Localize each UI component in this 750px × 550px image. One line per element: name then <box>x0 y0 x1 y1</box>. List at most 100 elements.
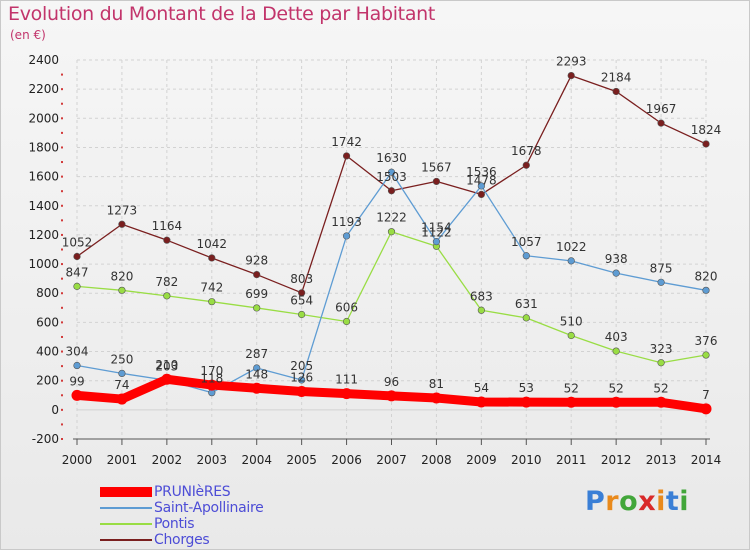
data-point <box>657 278 665 286</box>
data-point <box>73 282 81 290</box>
data-label: 1630 <box>376 151 407 165</box>
data-label: 203 <box>155 359 178 373</box>
data-point <box>475 396 487 408</box>
x-tick-label: 2008 <box>421 453 452 467</box>
x-tick-label: 2009 <box>466 453 497 467</box>
data-label: 376 <box>695 334 718 348</box>
data-point <box>567 71 575 80</box>
data-point <box>71 389 83 401</box>
y-minor-tick <box>61 219 63 222</box>
data-label: 74 <box>114 378 129 392</box>
data-point <box>477 190 485 198</box>
data-label: 1154 <box>421 221 452 235</box>
y-tick-label: -200 <box>32 432 59 446</box>
data-point <box>610 396 622 408</box>
legend-label: Chorges <box>154 532 210 548</box>
data-point <box>298 376 306 384</box>
data-point <box>386 390 397 402</box>
data-point <box>163 292 171 300</box>
data-point <box>253 270 261 279</box>
y-tick-label: 2400 <box>28 53 59 67</box>
data-label: 323 <box>650 342 673 356</box>
data-point <box>655 396 667 408</box>
data-point <box>567 257 575 265</box>
data-label: 1057 <box>511 235 542 249</box>
data-point <box>208 254 216 262</box>
y-minor-tick <box>61 161 63 164</box>
data-label: 96 <box>384 375 399 389</box>
data-point <box>612 87 620 96</box>
data-point <box>477 182 485 190</box>
y-tick-label: 2200 <box>28 82 59 96</box>
brand-letter: t <box>665 486 680 517</box>
data-point <box>522 161 530 169</box>
data-label: 1478 <box>466 173 497 187</box>
brand-letter: i <box>679 486 690 517</box>
y-minor-tick <box>61 117 63 120</box>
x-tick-label: 2012 <box>601 453 632 467</box>
y-minor-tick <box>61 88 63 91</box>
data-label: 205 <box>290 359 313 373</box>
y-minor-tick <box>61 292 63 295</box>
data-point <box>567 331 575 340</box>
data-label: 118 <box>200 372 223 386</box>
x-tick-label: 2003 <box>197 453 228 467</box>
data-point <box>118 369 126 378</box>
legend-swatch <box>100 507 152 509</box>
y-tick-label: 200 <box>36 374 59 388</box>
data-point <box>253 304 261 312</box>
data-label: 1824 <box>691 123 722 137</box>
chart-title: Evolution du Montant de la Dette par Hab… <box>8 3 436 25</box>
data-point <box>702 286 710 294</box>
legend-swatch <box>100 487 152 497</box>
data-label: 52 <box>653 381 668 395</box>
brand-logo: Proxiti <box>585 486 689 517</box>
data-label: 403 <box>605 330 628 344</box>
y-minor-tick <box>61 248 63 251</box>
data-point <box>118 286 126 294</box>
data-label: 631 <box>515 297 538 311</box>
x-tick-label: 2001 <box>107 453 138 467</box>
data-label: 99 <box>69 374 84 388</box>
data-point <box>73 252 81 261</box>
data-label: 52 <box>609 381 624 395</box>
legend-label: Pontis <box>154 516 195 532</box>
data-point <box>208 298 216 306</box>
data-point <box>163 236 171 244</box>
data-label: 1042 <box>197 237 228 251</box>
brand-letter: P <box>585 486 606 517</box>
legend-label: Saint-Apollinaire <box>154 500 264 516</box>
y-minor-tick <box>61 306 63 309</box>
data-point <box>73 361 81 370</box>
y-minor-tick <box>61 321 63 324</box>
y-minor-tick <box>61 131 63 134</box>
data-point <box>206 379 218 391</box>
y-tick-label: 2000 <box>28 111 59 125</box>
x-tick-label: 2005 <box>286 453 317 467</box>
data-label: 126 <box>290 370 313 384</box>
data-label: 7 <box>702 388 710 402</box>
y-minor-tick <box>61 263 63 266</box>
y-minor-tick <box>61 204 63 207</box>
data-point <box>118 220 126 228</box>
data-label: 1052 <box>62 235 93 249</box>
y-minor-tick <box>61 335 63 338</box>
y-minor-tick <box>61 73 63 76</box>
data-point <box>251 382 263 394</box>
data-label: 1164 <box>152 219 183 233</box>
grid-layer <box>76 59 707 440</box>
legend-label: PRUNIèRES <box>154 484 231 500</box>
data-label: 1273 <box>107 203 138 217</box>
data-label: 820 <box>110 269 133 283</box>
y-tick-label: 1000 <box>28 257 59 271</box>
data-point <box>253 364 261 372</box>
data-label: 170 <box>200 364 223 378</box>
data-label: 1022 <box>556 240 587 254</box>
data-label: 1742 <box>331 135 362 149</box>
data-label: 928 <box>245 254 268 268</box>
y-minor-tick <box>61 379 63 382</box>
y-minor-tick <box>61 394 63 397</box>
data-label-layer: 99 74 210 170 148 126 111 96 81 54 53 52 52 52 7 304 250… <box>62 55 722 402</box>
y-minor-tick <box>61 146 63 149</box>
data-point <box>432 177 441 186</box>
